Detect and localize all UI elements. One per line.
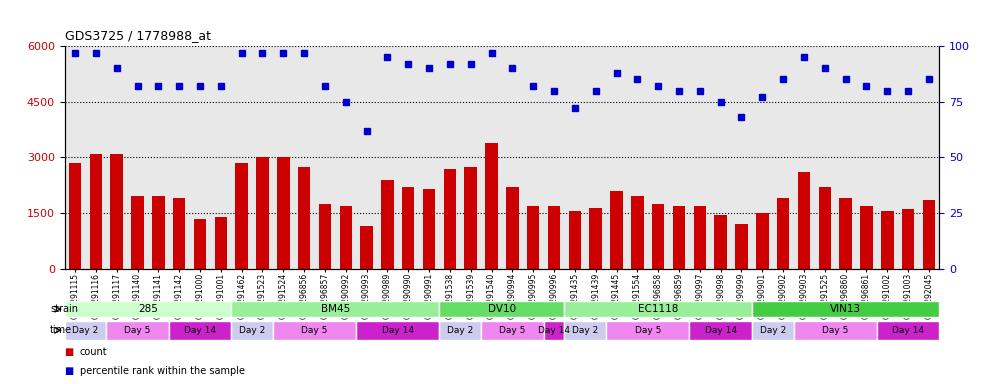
- Bar: [319, 204, 331, 269]
- Text: Day 2: Day 2: [73, 326, 98, 335]
- Bar: [298, 167, 310, 269]
- Bar: [589, 207, 602, 269]
- Text: Day 14: Day 14: [184, 326, 216, 335]
- Bar: [631, 197, 643, 269]
- Text: strain: strain: [50, 304, 79, 314]
- Bar: [236, 163, 248, 269]
- Bar: [751, 301, 939, 317]
- Text: 285: 285: [138, 304, 158, 314]
- Text: percentile rank within the sample: percentile rank within the sample: [80, 366, 245, 376]
- Bar: [65, 321, 106, 340]
- Bar: [881, 211, 894, 269]
- Bar: [381, 180, 394, 269]
- Bar: [610, 191, 623, 269]
- Bar: [340, 206, 352, 269]
- Text: Day 5: Day 5: [124, 326, 151, 335]
- Text: Day 2: Day 2: [447, 326, 473, 335]
- Bar: [402, 187, 414, 269]
- Bar: [673, 206, 685, 269]
- Bar: [902, 209, 914, 269]
- Text: Day 14: Day 14: [382, 326, 414, 335]
- Bar: [798, 172, 810, 269]
- Text: Day 14: Day 14: [538, 326, 570, 335]
- Text: time: time: [50, 325, 73, 335]
- Bar: [481, 321, 544, 340]
- Bar: [256, 157, 268, 269]
- Bar: [544, 321, 565, 340]
- Bar: [443, 169, 456, 269]
- Text: EC1118: EC1118: [638, 304, 678, 314]
- Text: Day 2: Day 2: [573, 326, 598, 335]
- Bar: [65, 301, 232, 317]
- Text: ■: ■: [65, 347, 74, 357]
- Bar: [569, 211, 581, 269]
- Text: Day 5: Day 5: [634, 326, 661, 335]
- Bar: [527, 206, 540, 269]
- Bar: [652, 204, 664, 269]
- Bar: [131, 197, 144, 269]
- Text: Day 5: Day 5: [499, 326, 526, 335]
- Bar: [439, 321, 481, 340]
- Text: count: count: [80, 347, 107, 357]
- Bar: [169, 321, 232, 340]
- Bar: [215, 217, 227, 269]
- Bar: [439, 301, 565, 317]
- Bar: [361, 226, 373, 269]
- Bar: [506, 187, 519, 269]
- Bar: [485, 142, 498, 269]
- Bar: [106, 321, 169, 340]
- Text: Day 2: Day 2: [759, 326, 786, 335]
- Bar: [751, 321, 793, 340]
- Bar: [715, 215, 727, 269]
- Bar: [232, 321, 273, 340]
- Text: Day 2: Day 2: [239, 326, 265, 335]
- Text: Day 14: Day 14: [705, 326, 737, 335]
- Bar: [232, 301, 439, 317]
- Text: Day 5: Day 5: [301, 326, 328, 335]
- Text: Day 5: Day 5: [822, 326, 849, 335]
- Bar: [565, 321, 606, 340]
- Bar: [839, 198, 852, 269]
- Bar: [173, 198, 186, 269]
- Bar: [89, 154, 102, 269]
- Bar: [694, 206, 706, 269]
- Bar: [777, 198, 789, 269]
- Bar: [548, 206, 561, 269]
- Bar: [606, 321, 690, 340]
- Bar: [464, 167, 477, 269]
- Text: VIN13: VIN13: [830, 304, 861, 314]
- Bar: [152, 197, 165, 269]
- Bar: [922, 200, 935, 269]
- Bar: [756, 213, 768, 269]
- Bar: [422, 189, 435, 269]
- Bar: [565, 301, 751, 317]
- Bar: [356, 321, 439, 340]
- Bar: [736, 224, 747, 269]
- Text: ■: ■: [65, 366, 74, 376]
- Bar: [69, 163, 82, 269]
- Bar: [277, 157, 289, 269]
- Bar: [194, 219, 206, 269]
- Bar: [860, 206, 873, 269]
- Text: Day 14: Day 14: [892, 326, 924, 335]
- Text: BM45: BM45: [321, 304, 350, 314]
- Bar: [110, 154, 123, 269]
- Bar: [793, 321, 877, 340]
- Bar: [877, 321, 939, 340]
- Text: DV10: DV10: [488, 304, 516, 314]
- Text: GDS3725 / 1778988_at: GDS3725 / 1778988_at: [65, 29, 211, 42]
- Bar: [690, 321, 751, 340]
- Bar: [818, 187, 831, 269]
- Bar: [273, 321, 356, 340]
